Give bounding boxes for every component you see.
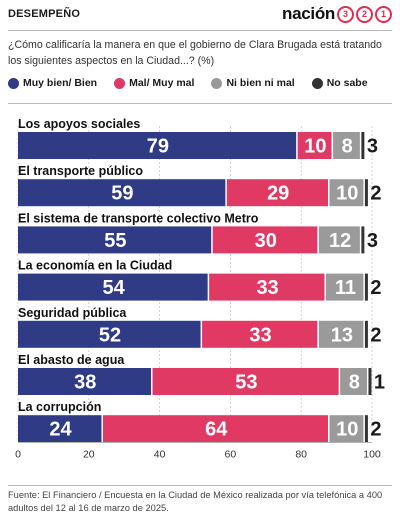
x-tick-label: 60 [225, 448, 237, 460]
bar-segment [333, 132, 360, 159]
bar-segment [329, 179, 364, 207]
data-label: 2 [370, 419, 381, 441]
data-label: 8 [349, 372, 360, 394]
bar-segment [368, 368, 372, 395]
legend-item: Muy bien/ Bien [8, 77, 97, 89]
data-label: 33 [256, 277, 278, 299]
bar-segment [340, 368, 367, 395]
data-label: 13 [331, 324, 353, 346]
bar-segment [18, 415, 102, 443]
data-label: 64 [205, 419, 228, 441]
data-label: 11 [335, 277, 356, 299]
data-label: 59 [111, 183, 133, 205]
data-label: 3 [367, 136, 378, 158]
data-label: 10 [304, 136, 326, 158]
brand-digit: 3 [337, 5, 354, 23]
bar-segment [329, 415, 364, 443]
question-text: ¿Cómo calificaría la manera en que el go… [8, 39, 382, 67]
header-divider [8, 30, 392, 31]
data-label: 52 [99, 324, 121, 346]
x-tick-label: 80 [295, 448, 307, 460]
data-label: 24 [49, 419, 72, 441]
category-label: La economía en la Ciudad [18, 259, 172, 273]
data-label: 54 [102, 277, 125, 299]
bar-segment [209, 273, 325, 301]
data-label: 2 [370, 277, 381, 299]
x-tick-label: 0 [15, 448, 21, 460]
bar-segment [102, 415, 329, 443]
category-label: El sistema de transporte colectivo Metro [18, 211, 259, 225]
brand-digit: 1 [375, 5, 392, 23]
source-footnote: Fuente: El Financiero / Encuesta en la C… [8, 490, 383, 513]
data-label: 8 [342, 136, 353, 158]
footer-divider [8, 485, 392, 486]
brand-logo: nación 3 2 1 [282, 4, 392, 24]
bar-segment [361, 132, 365, 159]
legend-label: Ni bien ni mal [226, 77, 295, 89]
legend-label: No sabe [326, 77, 368, 89]
bar-segment [364, 179, 368, 207]
legend-label: Muy bien/ Bien [23, 77, 98, 89]
data-label: 53 [235, 372, 257, 394]
legend-swatch [8, 77, 19, 89]
data-label: 79 [147, 136, 169, 158]
data-label: 55 [104, 230, 126, 252]
bar-segment [202, 320, 318, 348]
data-label: 2 [370, 324, 381, 346]
legend-item: Mal/ Muy mal [114, 77, 194, 89]
legend: Muy bien/ Bien Mal/ Muy mal Ni bien ni m… [8, 77, 398, 89]
bar-segment [18, 179, 226, 207]
data-label: 29 [267, 183, 289, 205]
x-tick-label: 20 [83, 448, 95, 460]
bar-segment [364, 415, 368, 443]
x-tick-label: 100 [363, 448, 381, 460]
bar-segment [18, 132, 297, 159]
header-bar: DESEMPEÑO nación 3 2 1 [0, 0, 400, 30]
bar-segment [152, 368, 339, 395]
bar-segment [325, 273, 364, 301]
bar-segment [18, 320, 201, 348]
data-label: 10 [336, 419, 358, 441]
data-label: 1 [374, 372, 385, 394]
bar-segment [318, 226, 360, 254]
bar-segment [18, 273, 208, 301]
data-label: 10 [336, 183, 358, 205]
section-label: DESEMPEÑO [8, 8, 81, 20]
brand-text: nación [282, 4, 335, 23]
legend-swatch [211, 77, 223, 89]
bar-segment [297, 132, 332, 159]
legend-swatch [114, 77, 126, 89]
legend-label: Mal/ Muy mal [129, 77, 195, 89]
data-label: 3 [367, 230, 378, 252]
category-label: Seguridad pública [18, 306, 127, 320]
category-label: Los apoyos sociales [18, 117, 140, 131]
legend-swatch [311, 77, 323, 89]
bar-segment [212, 226, 318, 254]
data-label: 2 [370, 183, 381, 205]
category-label: El transporte público [18, 164, 143, 178]
legend-item: Ni bien ni mal [211, 77, 295, 89]
category-label: La corrupción [18, 400, 101, 414]
data-label: 38 [74, 372, 96, 394]
bar-segment [364, 273, 368, 301]
legend-item: No sabe [311, 77, 368, 89]
data-label: 12 [329, 230, 351, 252]
bar-segment [18, 368, 152, 395]
bar-segment [364, 320, 368, 348]
bar-segment [318, 320, 364, 348]
bar-segment [226, 179, 329, 207]
x-tick-label: 40 [154, 448, 166, 460]
bar-segment [18, 226, 212, 254]
legend-divider [8, 103, 392, 104]
data-label: 30 [255, 230, 277, 252]
brand-digit: 2 [356, 5, 373, 23]
category-label: El abasto de agua [18, 353, 125, 367]
bar-segment [361, 226, 365, 254]
data-label: 33 [249, 324, 271, 346]
